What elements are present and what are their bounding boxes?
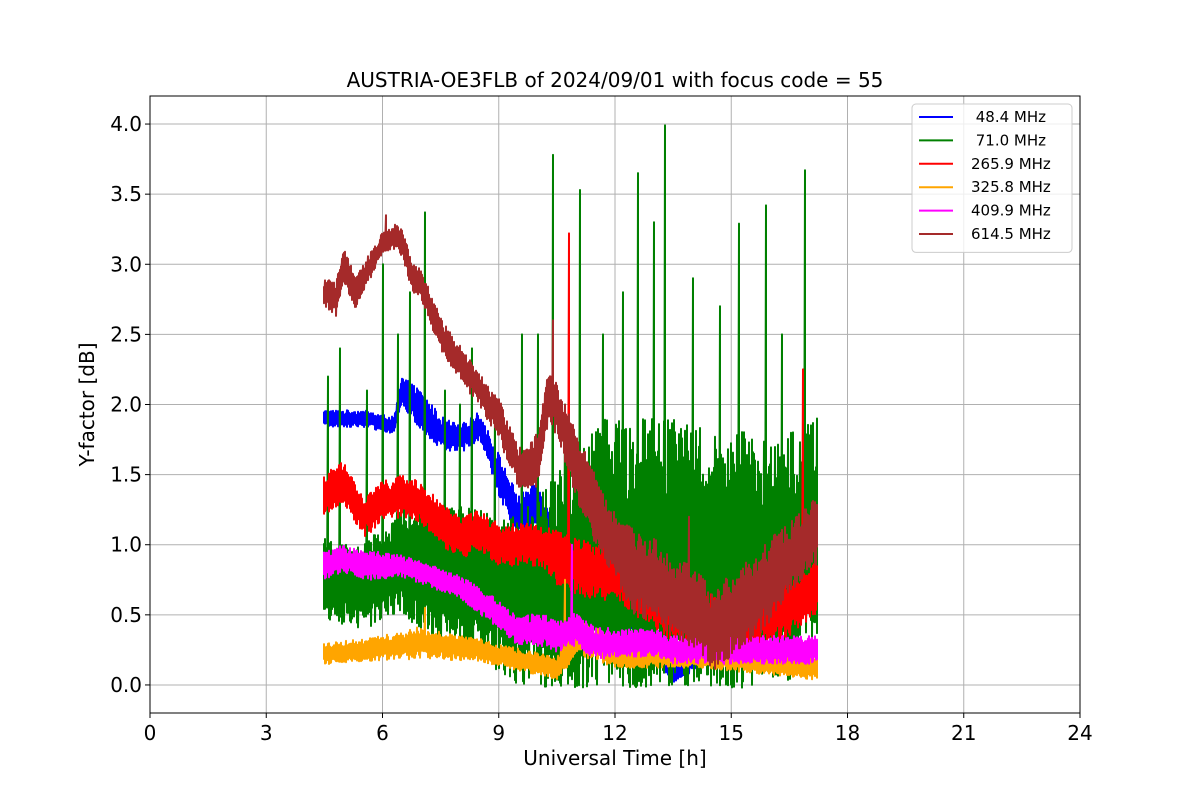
x-tick-label: 0 [144, 721, 157, 745]
legend-label: 325.8 MHz [971, 178, 1051, 196]
y-tick-label: 4.0 [110, 112, 142, 136]
x-tick-label: 6 [376, 721, 389, 745]
x-tick-label: 24 [1067, 721, 1092, 745]
y-tick-label: 3.5 [110, 182, 142, 206]
ticks-layer: 0 3 6 9 12 15 18 21 24 0.0 0.5 1.0 1.5 2.0 2.5 3.0 3.5 4.… [110, 112, 1093, 745]
legend-label: 409.9 MHz [971, 202, 1051, 220]
y-tick-label: 0.5 [110, 603, 142, 627]
x-tick-label: 18 [835, 721, 860, 745]
x-tick-label: 3 [260, 721, 273, 745]
legend-label: 265.9 MHz [971, 155, 1051, 173]
legend: 48.4 MHz 71.0 MHz 265.9 MHz 325.8 MHz 409.9… [911, 103, 1073, 253]
y-axis-label: Y-factor [dB] [75, 342, 99, 467]
y-tick-label: 2.5 [110, 322, 142, 346]
y-tick-label: 3.0 [110, 252, 142, 276]
series-5 [323, 214, 818, 670]
y-tick-label: 2.0 [110, 393, 142, 417]
x-axis-label: Universal Time [h] [523, 746, 706, 770]
y-tick-label: 0.0 [110, 673, 142, 697]
x-tick-label: 21 [951, 721, 976, 745]
legend-label: 614.5 MHz [971, 225, 1051, 243]
x-tick-label: 9 [492, 721, 505, 745]
y-tick-label: 1.5 [110, 463, 142, 487]
x-tick-label: 15 [719, 721, 744, 745]
legend-label: 71.0 MHz [971, 131, 1046, 149]
legend-label: 48.4 MHz [971, 108, 1046, 126]
y-tick-label: 1.0 [110, 533, 142, 557]
series-line [323, 214, 818, 670]
chart-title: AUSTRIA-OE3FLB of 2024/09/01 with focus … [347, 68, 884, 92]
series-layer [323, 124, 818, 689]
x-tick-label: 12 [602, 721, 627, 745]
